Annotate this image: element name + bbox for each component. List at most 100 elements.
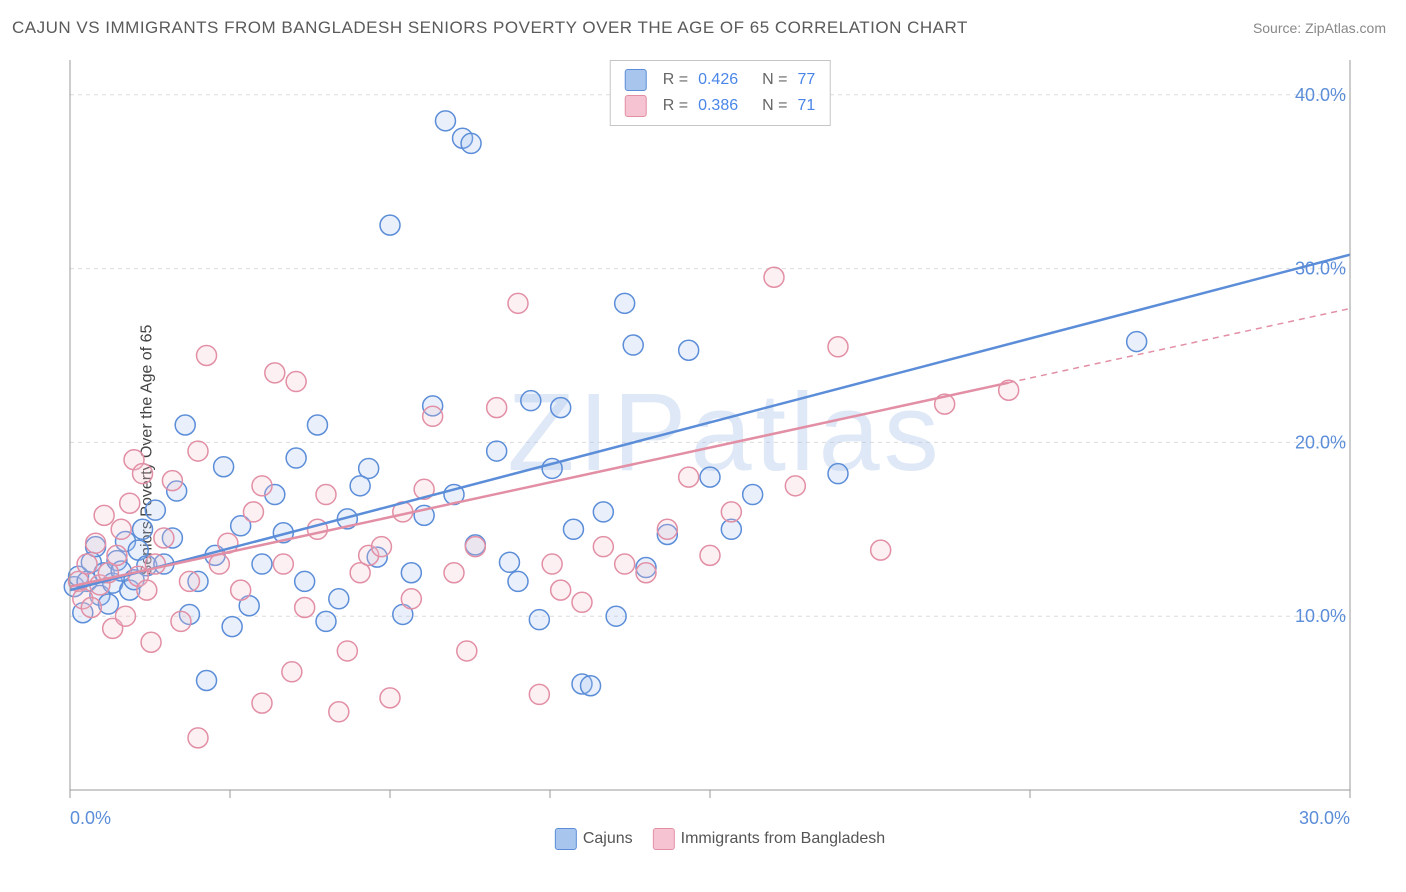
scatter-point xyxy=(465,537,485,557)
scatter-point xyxy=(828,337,848,357)
legend-swatch xyxy=(653,828,675,850)
top-legend-row: R =0.386N =71 xyxy=(625,93,816,119)
scatter-point xyxy=(542,554,562,574)
scatter-point xyxy=(615,293,635,313)
top-legend-row: R = 0.426 N = 77 xyxy=(625,67,816,93)
y-tick-label: 30.0% xyxy=(1295,259,1346,279)
scatter-point xyxy=(529,610,549,630)
trend-line-dashed xyxy=(1009,309,1350,383)
chart-container: Seniors Poverty Over the Age of 65 ZIPat… xyxy=(50,50,1390,850)
scatter-point xyxy=(679,467,699,487)
scatter-point xyxy=(615,554,635,574)
y-tick-label: 40.0% xyxy=(1295,85,1346,105)
scatter-point xyxy=(423,406,443,426)
scatter-point xyxy=(295,598,315,618)
y-tick-label: 20.0% xyxy=(1295,432,1346,452)
scatter-point xyxy=(286,448,306,468)
scatter-point xyxy=(115,606,135,626)
top-legend: R =0.426N =77R =0.386N =71 xyxy=(610,60,831,126)
scatter-point xyxy=(764,267,784,287)
scatter-point xyxy=(785,476,805,496)
r-value: 0.426 xyxy=(698,71,738,89)
scatter-point xyxy=(508,571,528,591)
n-label: N = xyxy=(762,97,787,115)
scatter-point xyxy=(145,500,165,520)
scatter-point xyxy=(77,554,97,574)
scatter-point xyxy=(551,580,571,600)
scatter-point xyxy=(145,554,165,574)
scatter-point xyxy=(461,133,481,153)
scatter-point xyxy=(316,611,336,631)
scatter-point xyxy=(175,415,195,435)
scatter-point xyxy=(529,684,549,704)
scatter-point xyxy=(265,363,285,383)
scatter-point xyxy=(209,554,229,574)
y-tick-label: 10.0% xyxy=(1295,606,1346,626)
scatter-point xyxy=(606,606,626,626)
scatter-point xyxy=(86,533,106,553)
legend-swatch xyxy=(625,69,647,91)
scatter-point xyxy=(286,372,306,392)
x-tick-label: 0.0% xyxy=(70,808,111,828)
bottom-legend-item: Immigrants from Bangladesh xyxy=(653,828,886,850)
r-label: R = xyxy=(663,71,688,89)
legend-swatch xyxy=(625,95,647,117)
scatter-point xyxy=(231,580,251,600)
scatter-point xyxy=(295,571,315,591)
scatter-point xyxy=(273,554,293,574)
scatter-point xyxy=(371,537,391,557)
scatter-point xyxy=(487,441,507,461)
bottom-legend-item: Cajuns xyxy=(555,828,633,850)
scatter-point xyxy=(252,476,272,496)
scatter-point xyxy=(572,592,592,612)
scatter-point xyxy=(329,702,349,722)
scatter-point xyxy=(222,617,242,637)
scatter-point xyxy=(700,545,720,565)
scatter-point xyxy=(316,485,336,505)
scatter-point xyxy=(133,464,153,484)
scatter-point xyxy=(154,528,174,548)
scatter-point xyxy=(282,662,302,682)
scatter-point xyxy=(252,693,272,713)
scatter-point xyxy=(593,502,613,522)
scatter-point xyxy=(359,458,379,478)
scatter-point xyxy=(307,415,327,435)
scatter-point xyxy=(111,519,131,539)
scatter-point xyxy=(252,554,272,574)
legend-swatch xyxy=(555,828,577,850)
scatter-point xyxy=(499,552,519,572)
scatter-point xyxy=(623,335,643,355)
series-name: Immigrants from Bangladesh xyxy=(681,830,886,847)
scatter-point xyxy=(137,580,157,600)
scatter-point xyxy=(435,111,455,131)
scatter-point xyxy=(636,563,656,583)
scatter-point xyxy=(188,441,208,461)
scatter-point xyxy=(700,467,720,487)
scatter-point xyxy=(828,464,848,484)
scatter-point xyxy=(721,502,741,522)
scatter-point xyxy=(401,589,421,609)
n-value: 71 xyxy=(797,97,815,115)
n-value: 77 xyxy=(797,71,815,89)
chart-title: CAJUN VS IMMIGRANTS FROM BANGLADESH SENI… xyxy=(12,18,968,38)
scatter-point xyxy=(133,519,153,539)
scatter-point xyxy=(487,398,507,418)
scatter-point xyxy=(81,598,101,618)
scatter-point xyxy=(401,563,421,583)
scatter-point xyxy=(380,215,400,235)
r-label: R = xyxy=(663,97,688,115)
x-tick-label: 30.0% xyxy=(1299,808,1350,828)
scatter-point xyxy=(94,505,114,525)
scatter-point xyxy=(162,471,182,491)
scatter-point xyxy=(141,632,161,652)
scatter-point xyxy=(657,519,677,539)
scatter-point xyxy=(171,611,191,631)
scatter-point xyxy=(871,540,891,560)
scatter-point xyxy=(521,391,541,411)
scatter-point xyxy=(551,398,571,418)
n-label: N = xyxy=(762,71,787,89)
scatter-point xyxy=(120,493,140,513)
scatter-point xyxy=(679,340,699,360)
scatter-point xyxy=(107,545,127,565)
scatter-point xyxy=(743,485,763,505)
